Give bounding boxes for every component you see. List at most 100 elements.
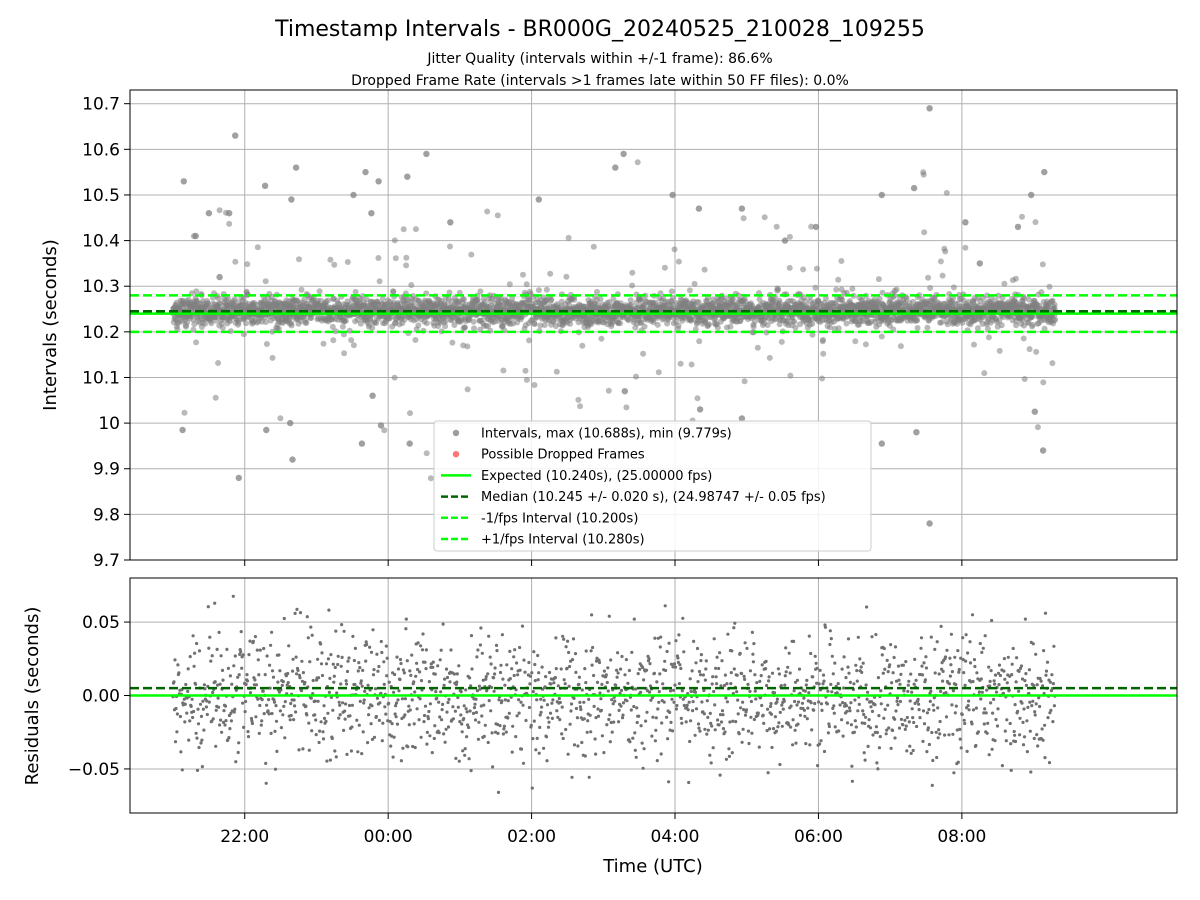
interval-point [962, 244, 969, 251]
interval-point [981, 370, 988, 377]
residual-point [469, 769, 473, 773]
residual-point [728, 720, 732, 724]
residual-point [537, 751, 541, 755]
interval-outlier-point [261, 182, 269, 189]
residual-point [436, 664, 440, 668]
residual-point [730, 649, 734, 653]
residual-point [653, 636, 657, 640]
interval-point [184, 319, 191, 326]
residual-point [294, 655, 298, 659]
residual-point [412, 680, 416, 684]
residual-point [538, 725, 542, 730]
residual-point [678, 663, 682, 667]
residual-point [695, 646, 700, 651]
residual-point [239, 630, 243, 634]
residual-point [539, 710, 543, 714]
interval-point [244, 261, 251, 268]
interval-point [1040, 379, 1047, 386]
residual-point [177, 671, 181, 675]
residual-point [711, 746, 715, 750]
intervals-y-tick-label: 10.3 [82, 277, 120, 297]
interval-point [655, 369, 662, 376]
interval-point [577, 403, 584, 410]
interval-point [590, 243, 597, 250]
residual-point [187, 738, 191, 742]
legend-entry-label: -1/fps Interval (10.200s) [481, 511, 638, 526]
residual-point [480, 714, 484, 718]
residual-point [381, 721, 385, 725]
residual-point [544, 735, 549, 739]
residual-point [619, 667, 623, 671]
residual-point [491, 765, 495, 769]
residual-point [681, 697, 685, 701]
residual-point [439, 648, 443, 652]
residual-point [661, 682, 665, 686]
interval-outlier-point [263, 426, 270, 434]
residual-point [215, 647, 219, 652]
residual-point [735, 673, 739, 677]
residual-point [437, 700, 441, 704]
interval-point [415, 322, 422, 329]
residual-point [311, 678, 315, 683]
interval-outlier-point [910, 184, 918, 192]
residual-point [688, 739, 692, 744]
residual-point [506, 716, 510, 720]
residual-point [665, 715, 669, 719]
residual-point [775, 700, 779, 704]
residual-point [328, 676, 332, 681]
residual-point [446, 725, 451, 729]
residual-point [385, 656, 389, 660]
residual-point [705, 699, 709, 703]
residual-point [496, 731, 500, 736]
residual-point [220, 730, 224, 734]
residual-point [276, 680, 280, 684]
residual-point [360, 752, 364, 756]
interval-point [971, 341, 977, 348]
residual-point [701, 673, 706, 677]
residual-point [358, 699, 362, 704]
residual-point [392, 735, 396, 739]
residual-point [325, 759, 329, 763]
interval-point [541, 322, 548, 328]
interval-point [474, 296, 481, 303]
residual-point [783, 674, 787, 678]
residual-point [241, 701, 245, 705]
residual-point [766, 707, 770, 711]
residual-point [233, 707, 237, 711]
residual-point [656, 707, 660, 711]
residual-point [640, 741, 644, 745]
residual-point [632, 704, 636, 709]
residual-point [715, 655, 719, 659]
interval-outlier-point [620, 150, 627, 158]
residual-point [635, 706, 639, 710]
interval-point [535, 287, 542, 294]
interval-point [938, 319, 945, 326]
residual-point [573, 652, 578, 656]
residual-point [550, 716, 555, 721]
interval-point [215, 360, 222, 366]
residual-point [583, 667, 587, 671]
residual-point [520, 624, 525, 628]
residual-point [493, 666, 497, 670]
residual-point [397, 689, 401, 693]
residual-point [670, 697, 674, 701]
residual-point [733, 621, 737, 625]
residual-point [644, 719, 648, 723]
residual-point [418, 670, 422, 674]
residual-point [578, 700, 582, 705]
interval-point [339, 323, 346, 330]
residual-point [713, 728, 717, 732]
residual-point [399, 759, 403, 763]
residual-point [457, 664, 461, 668]
residual-point [629, 708, 633, 712]
interval-point [809, 331, 816, 338]
residual-point [340, 655, 344, 660]
residual-point [174, 706, 178, 711]
residual-point [324, 719, 328, 724]
residual-point [669, 720, 673, 725]
residual-point [275, 749, 279, 754]
residual-point [607, 717, 611, 722]
residual-point [197, 649, 202, 653]
interval-outlier-point [447, 219, 454, 226]
interval-point [442, 323, 449, 330]
